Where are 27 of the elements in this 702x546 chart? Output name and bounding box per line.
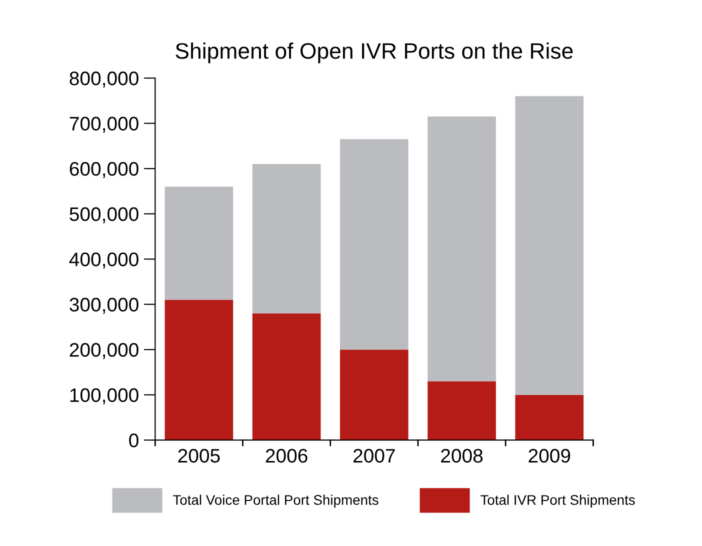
bar <box>515 96 584 395</box>
legend-label: Total Voice Portal Port Shipments <box>173 494 378 508</box>
x-tick-label: 2009 <box>528 448 570 463</box>
bar <box>515 394 584 440</box>
bar <box>428 116 496 382</box>
bar <box>340 139 408 350</box>
y-tick-label: 600,000 <box>70 162 138 178</box>
bar <box>164 300 234 440</box>
x-tick-label: 2005 <box>178 448 220 463</box>
x-tick-label: 2007 <box>354 448 395 463</box>
x-tick-label: 2008 <box>441 448 483 463</box>
y-tick-label: 800,000 <box>70 72 138 88</box>
y-tick-label: 200,000 <box>70 343 138 360</box>
y-tick-label: 500,000 <box>70 207 138 224</box>
y-tick-label: 300,000 <box>70 298 138 314</box>
bar <box>252 164 321 314</box>
bar <box>340 350 408 440</box>
y-tick-label: 0 <box>129 434 138 448</box>
chart-title: Shipment of Open IVR Ports on the Rise <box>176 42 573 64</box>
y-tick-label: 700,000 <box>70 116 138 133</box>
y-tick-label: 100,000 <box>70 388 138 404</box>
bar <box>252 313 321 440</box>
legend-label: Total IVR Port Shipments <box>480 494 635 508</box>
y-tick-label: 400,000 <box>69 252 138 269</box>
bar <box>164 186 234 300</box>
x-tick-label: 2006 <box>266 448 308 463</box>
bar <box>428 381 496 440</box>
